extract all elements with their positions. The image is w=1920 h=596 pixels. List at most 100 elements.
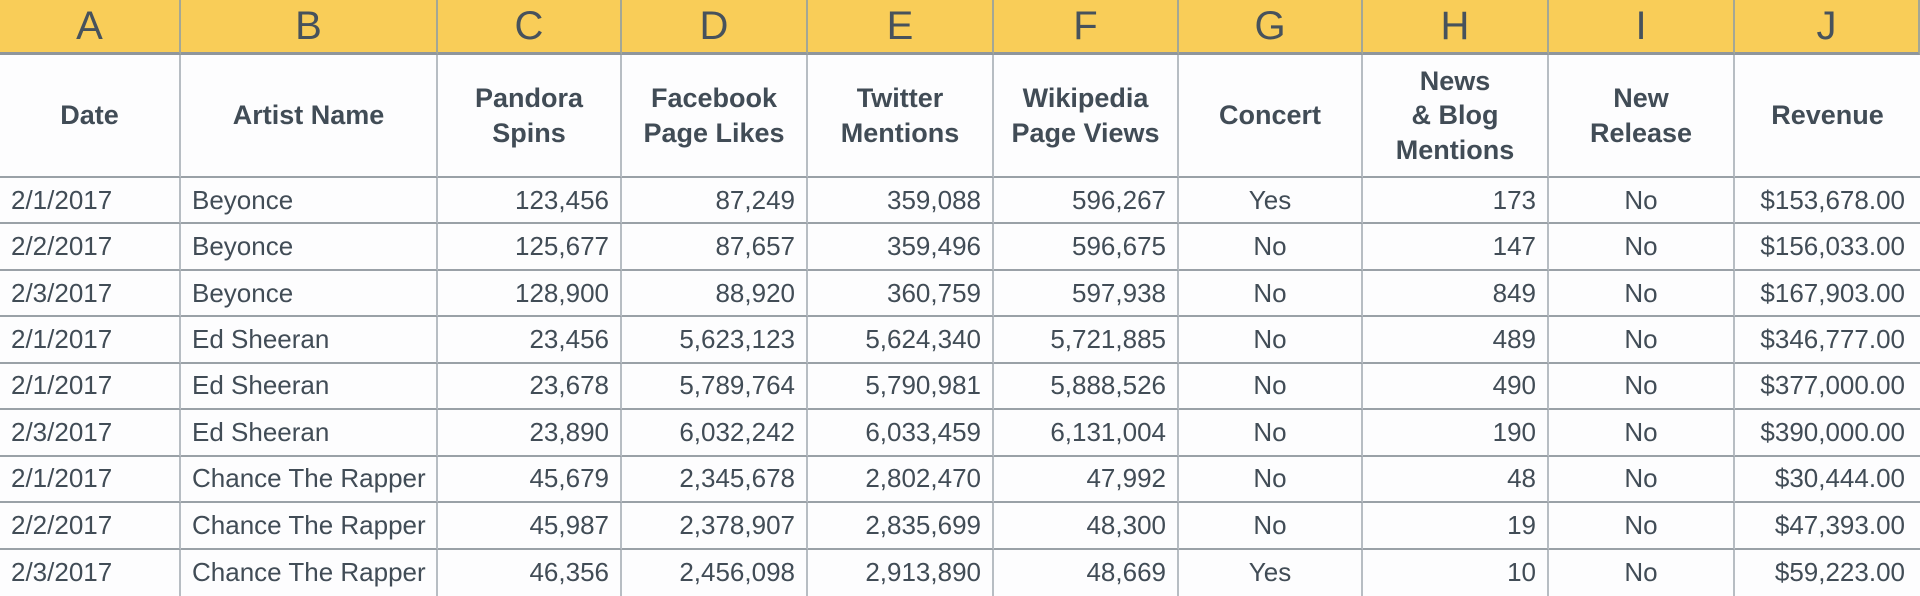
column-header-h[interactable]: H [1363, 0, 1549, 55]
column-header-i[interactable]: I [1549, 0, 1735, 55]
cell-wikipedia-page-views[interactable]: 5,888,526 [994, 363, 1179, 411]
cell-pandora-spins[interactable]: 23,456 [438, 317, 622, 364]
cell-wikipedia-page-views[interactable]: 47,992 [994, 456, 1179, 504]
cell-new-release[interactable]: No [1549, 410, 1735, 457]
cell-twitter-mentions[interactable]: 2,802,470 [808, 456, 994, 504]
cell-facebook-page-likes[interactable]: 87,249 [622, 178, 808, 225]
cell-new-release[interactable]: No [1549, 456, 1735, 504]
cell-revenue[interactable]: $167,903.00 [1735, 271, 1920, 318]
cell-news-blog-mentions[interactable]: 490 [1363, 363, 1549, 411]
cell-facebook-page-likes[interactable]: 87,657 [622, 224, 808, 271]
header-twitter-mentions[interactable]: Twitter Mentions [808, 55, 994, 178]
column-header-b[interactable]: B [181, 0, 438, 55]
column-header-d[interactable]: D [622, 0, 808, 55]
cell-wikipedia-page-views[interactable]: 597,938 [994, 270, 1179, 318]
cell-twitter-mentions[interactable]: 5,624,340 [808, 317, 994, 364]
cell-concert[interactable]: Yes [1179, 178, 1363, 225]
cell-new-release[interactable]: No [1549, 549, 1735, 596]
cell-concert[interactable]: No [1179, 503, 1363, 550]
cell-news-blog-mentions[interactable]: 19 [1363, 503, 1549, 550]
cell-twitter-mentions[interactable]: 2,913,890 [808, 549, 994, 596]
cell-artist-name[interactable]: Chance The Rapper [181, 503, 438, 550]
cell-twitter-mentions[interactable]: 359,088 [808, 178, 994, 225]
cell-artist-name[interactable]: Ed Sheeran [181, 363, 438, 411]
header-date[interactable]: Date [0, 55, 181, 178]
cell-date[interactable]: 2/2/2017 [0, 503, 181, 550]
cell-pandora-spins[interactable]: 23,890 [438, 410, 622, 457]
cell-date[interactable]: 2/3/2017 [0, 270, 181, 318]
header-news-blog-mentions[interactable]: News & Blog Mentions [1363, 55, 1549, 178]
cell-revenue[interactable]: $156,033.00 [1735, 224, 1920, 271]
cell-facebook-page-likes[interactable]: 5,789,764 [622, 363, 808, 411]
cell-twitter-mentions[interactable]: 2,835,699 [808, 503, 994, 550]
cell-wikipedia-page-views[interactable]: 48,669 [994, 549, 1179, 596]
cell-date[interactable]: 2/3/2017 [0, 410, 181, 457]
cell-wikipedia-page-views[interactable]: 596,675 [994, 224, 1179, 271]
cell-twitter-mentions[interactable]: 360,759 [808, 270, 994, 318]
cell-new-release[interactable]: No [1549, 503, 1735, 550]
cell-concert[interactable]: No [1179, 270, 1363, 318]
cell-artist-name[interactable]: Beyonce [181, 178, 438, 225]
cell-revenue[interactable]: $153,678.00 [1735, 178, 1920, 225]
cell-artist-name[interactable]: Chance The Rapper [181, 549, 438, 596]
cell-new-release[interactable]: No [1549, 363, 1735, 411]
cell-facebook-page-likes[interactable]: 2,456,098 [622, 549, 808, 596]
cell-concert[interactable]: No [1179, 410, 1363, 457]
cell-news-blog-mentions[interactable]: 190 [1363, 410, 1549, 457]
cell-concert[interactable]: No [1179, 224, 1363, 271]
header-new-release[interactable]: New Release [1549, 55, 1735, 178]
column-header-c[interactable]: C [438, 0, 622, 55]
header-concert[interactable]: Concert [1179, 55, 1363, 178]
cell-facebook-page-likes[interactable]: 2,378,907 [622, 503, 808, 550]
cell-pandora-spins[interactable]: 128,900 [438, 270, 622, 318]
header-wikipedia-page-views[interactable]: Wikipedia Page Views [994, 55, 1179, 178]
cell-wikipedia-page-views[interactable]: 6,131,004 [994, 410, 1179, 457]
header-revenue[interactable]: Revenue [1735, 55, 1920, 178]
cell-concert[interactable]: Yes [1179, 549, 1363, 596]
header-facebook-page-likes[interactable]: Facebook Page Likes [622, 55, 808, 178]
cell-artist-name[interactable]: Chance The Rapper [181, 456, 438, 504]
column-header-f[interactable]: F [994, 0, 1179, 55]
cell-facebook-page-likes[interactable]: 6,032,242 [622, 410, 808, 457]
cell-facebook-page-likes[interactable]: 88,920 [622, 270, 808, 318]
cell-news-blog-mentions[interactable]: 48 [1363, 456, 1549, 504]
cell-news-blog-mentions[interactable]: 173 [1363, 178, 1549, 225]
cell-concert[interactable]: No [1179, 317, 1363, 364]
cell-pandora-spins[interactable]: 45,679 [438, 456, 622, 504]
cell-concert[interactable]: No [1179, 456, 1363, 504]
cell-wikipedia-page-views[interactable]: 48,300 [994, 503, 1179, 550]
cell-twitter-mentions[interactable]: 6,033,459 [808, 410, 994, 457]
cell-new-release[interactable]: No [1549, 178, 1735, 225]
cell-new-release[interactable]: No [1549, 224, 1735, 271]
cell-new-release[interactable]: No [1549, 317, 1735, 364]
cell-news-blog-mentions[interactable]: 147 [1363, 224, 1549, 271]
cell-revenue[interactable]: $390,000.00 [1735, 410, 1920, 457]
cell-date[interactable]: 2/1/2017 [0, 178, 181, 225]
cell-twitter-mentions[interactable]: 359,496 [808, 224, 994, 271]
cell-pandora-spins[interactable]: 123,456 [438, 178, 622, 225]
cell-revenue[interactable]: $47,393.00 [1735, 503, 1920, 550]
cell-date[interactable]: 2/2/2017 [0, 224, 181, 271]
cell-news-blog-mentions[interactable]: 849 [1363, 270, 1549, 318]
cell-pandora-spins[interactable]: 45,987 [438, 503, 622, 550]
cell-revenue[interactable]: $30,444.00 [1735, 457, 1920, 504]
column-header-e[interactable]: E [808, 0, 994, 55]
cell-twitter-mentions[interactable]: 5,790,981 [808, 363, 994, 411]
cell-wikipedia-page-views[interactable]: 5,721,885 [994, 317, 1179, 364]
cell-artist-name[interactable]: Ed Sheeran [181, 410, 438, 457]
column-header-j[interactable]: J [1735, 0, 1920, 55]
cell-revenue[interactable]: $346,777.00 [1735, 317, 1920, 364]
cell-pandora-spins[interactable]: 46,356 [438, 549, 622, 596]
cell-facebook-page-likes[interactable]: 2,345,678 [622, 456, 808, 504]
cell-concert[interactable]: No [1179, 363, 1363, 411]
header-pandora-spins[interactable]: Pandora Spins [438, 55, 622, 178]
cell-date[interactable]: 2/3/2017 [0, 549, 181, 596]
cell-new-release[interactable]: No [1549, 270, 1735, 318]
cell-date[interactable]: 2/1/2017 [0, 363, 181, 411]
cell-artist-name[interactable]: Beyonce [181, 224, 438, 271]
cell-facebook-page-likes[interactable]: 5,623,123 [622, 317, 808, 364]
column-header-g[interactable]: G [1179, 0, 1363, 55]
column-header-a[interactable]: A [0, 0, 181, 55]
cell-artist-name[interactable]: Beyonce [181, 270, 438, 318]
header-artist-name[interactable]: Artist Name [181, 55, 438, 178]
